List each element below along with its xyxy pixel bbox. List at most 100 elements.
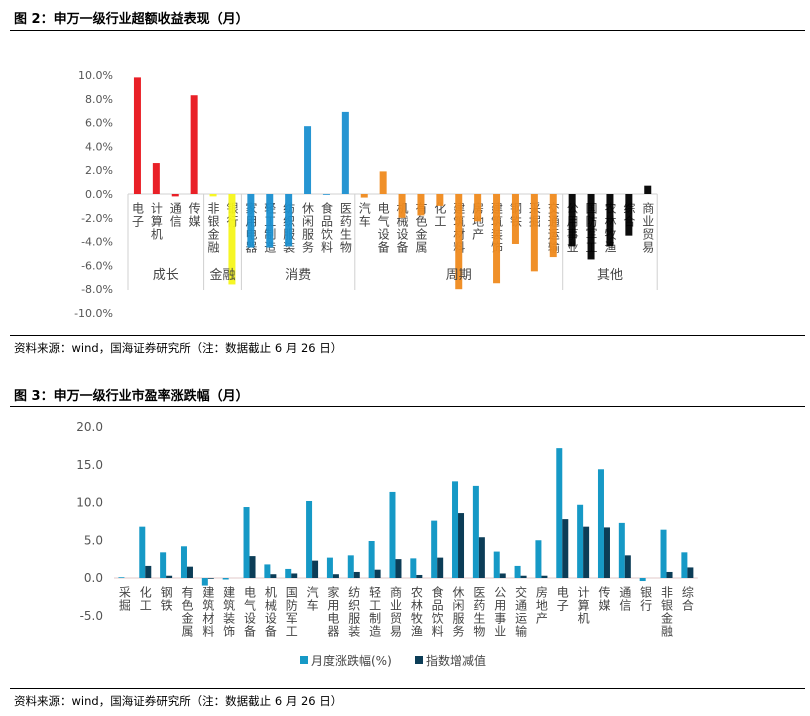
x-tick-label: 机械设备 xyxy=(263,586,277,638)
bar-monthly-change xyxy=(452,481,459,578)
x-tick-label: 综合 xyxy=(680,586,694,612)
divider xyxy=(10,406,805,407)
bar xyxy=(171,194,179,197)
bar xyxy=(247,194,255,248)
bar-monthly-change xyxy=(347,555,354,578)
x-tick-label: 钢铁 xyxy=(159,586,173,612)
x-tick-label: 食品饮料 xyxy=(430,585,444,638)
legend-swatch xyxy=(300,656,308,664)
y-tick-label: -5.0 xyxy=(80,609,103,623)
bar-index-change xyxy=(520,575,527,578)
bar-monthly-change xyxy=(514,565,521,578)
bar xyxy=(190,95,198,194)
bar xyxy=(304,126,312,194)
bar-index-change xyxy=(332,574,339,578)
bar-monthly-change xyxy=(431,520,438,578)
legend-label: 月度涨跌幅(%) xyxy=(311,653,392,668)
x-tick-label: 国防军工 xyxy=(284,586,298,638)
bar-index-change xyxy=(583,526,590,578)
bar xyxy=(625,194,633,236)
bar xyxy=(228,194,236,285)
bar-index-change xyxy=(166,575,173,578)
group-label: 消费 xyxy=(285,268,311,283)
bar xyxy=(417,194,425,216)
y-tick-label: 8.0% xyxy=(85,93,113,106)
y-tick-label: -4.0% xyxy=(81,236,113,249)
group-label: 成长 xyxy=(153,268,179,283)
y-tick-label: 6.0% xyxy=(85,117,113,130)
divider xyxy=(10,30,805,31)
bar-index-change xyxy=(478,537,485,578)
y-tick-label: 10.0% xyxy=(78,69,113,82)
bar xyxy=(285,194,293,247)
x-tick-label: 有色金属 xyxy=(180,586,194,638)
y-tick-label: -2.0% xyxy=(81,212,113,225)
bar-monthly-change xyxy=(264,564,271,578)
x-tick-label: 公用事业 xyxy=(493,586,507,638)
bar-monthly-change xyxy=(577,504,584,578)
bar xyxy=(341,111,349,194)
y-tick-label: 4.0% xyxy=(85,140,113,153)
bar xyxy=(322,194,330,195)
x-tick-label: 计算机 xyxy=(149,202,163,241)
y-tick-label: 2.0% xyxy=(85,164,113,177)
bar-index-change xyxy=(270,574,277,578)
figure-3-source: 资料来源：wind，国海证券研究所（注：数据截止 6 月 26 日） xyxy=(14,694,343,708)
bar-index-change xyxy=(437,557,444,578)
bar-index-change xyxy=(603,527,610,578)
y-tick-label: 15.0 xyxy=(76,458,103,472)
bar-index-change xyxy=(562,519,569,578)
bar-monthly-change xyxy=(222,578,229,580)
x-tick-label: 汽车 xyxy=(357,201,371,228)
bar xyxy=(530,194,538,272)
x-tick-label: 采掘 xyxy=(117,586,131,612)
bar xyxy=(511,194,519,244)
x-tick-label: 医药生物 xyxy=(338,202,352,254)
bar xyxy=(360,194,368,198)
bar-index-change xyxy=(249,556,256,578)
x-tick-label: 化工 xyxy=(138,586,152,612)
group-label: 其他 xyxy=(597,268,623,283)
x-tick-label: 建筑材料 xyxy=(201,586,215,638)
y-tick-label: 5.0 xyxy=(84,533,103,547)
bar xyxy=(266,194,274,248)
bar-index-change xyxy=(666,571,673,578)
x-tick-label: 传媒 xyxy=(597,585,611,612)
x-tick-label: 休闲服务 xyxy=(451,586,465,638)
x-tick-label: 非银金融 xyxy=(660,586,674,638)
y-tick-label: 0.0 xyxy=(84,571,103,585)
bar-monthly-change xyxy=(201,578,208,586)
x-tick-label: 纺织服装 xyxy=(347,586,361,638)
bar xyxy=(152,163,160,194)
x-tick-label: 建筑装饰 xyxy=(222,586,236,638)
x-tick-label: 非银金融 xyxy=(206,202,220,254)
y-tick-label: 10.0 xyxy=(76,496,103,510)
bar xyxy=(644,185,652,194)
bar-index-change xyxy=(291,573,298,578)
bar-monthly-change xyxy=(326,557,333,578)
bar-monthly-change xyxy=(556,448,563,578)
bar-index-change xyxy=(541,575,548,578)
bar-monthly-change xyxy=(410,558,417,578)
pe-change-chart: 20.0 15.0 10.0 5.0 0.0 -5.0 采掘 化工 钢铁 有色金属 建筑材料 建筑装饰… xyxy=(76,420,698,668)
bar xyxy=(606,194,614,247)
bar-index-change xyxy=(374,569,381,578)
bar-index-change xyxy=(207,578,214,579)
x-tick-label: 银行 xyxy=(639,586,653,612)
bar-index-change xyxy=(499,573,506,578)
bar-monthly-change xyxy=(535,540,542,578)
bar-monthly-change xyxy=(681,552,688,578)
bar-monthly-change xyxy=(660,529,667,578)
figure-2-title: 图 2：申万一级行业超额收益表现（月） xyxy=(14,12,249,27)
x-tick-label: 商业贸易 xyxy=(388,585,402,638)
y-tick-label: -6.0% xyxy=(81,259,113,272)
legend-label: 指数增减值 xyxy=(426,653,486,668)
x-tick-label: 食品饮料 xyxy=(319,201,333,254)
x-tick-label: 休闲服务 xyxy=(301,202,315,254)
x-tick-label: 电气设备 xyxy=(376,202,390,254)
bar xyxy=(436,194,444,206)
bar xyxy=(493,194,501,284)
figure-2-source: 资料来源：wind，国海证券研究所（注：数据截止 6 月 26 日） xyxy=(14,341,343,355)
bar xyxy=(379,171,387,194)
